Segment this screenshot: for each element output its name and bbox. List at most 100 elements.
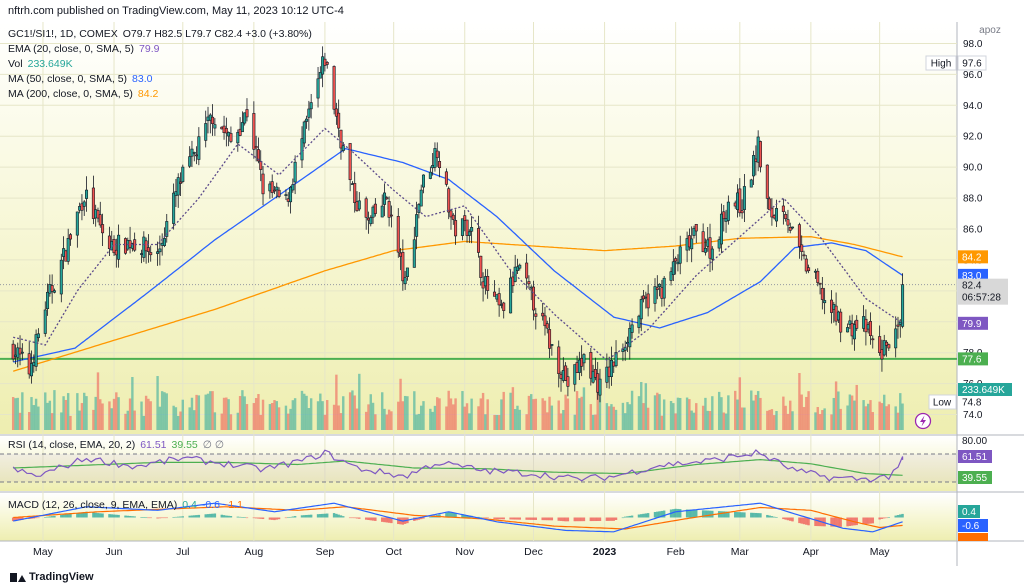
- volume-bar: [321, 401, 324, 430]
- candle-body: [609, 359, 613, 377]
- volume-bar: [222, 397, 226, 430]
- candle-body: [848, 320, 852, 325]
- volume-bar: [422, 401, 425, 430]
- macd-hist-bar: [222, 515, 226, 518]
- volume-bar: [468, 413, 471, 430]
- volume-bar: [724, 413, 728, 430]
- candle-body: [401, 251, 405, 282]
- ma50-line: [13, 147, 903, 363]
- volume-bar: [101, 403, 104, 430]
- volume-bar: [734, 390, 737, 430]
- volume-bar: [624, 413, 627, 430]
- volume-bar: [546, 412, 549, 430]
- volume-bar: [846, 405, 849, 430]
- candle-body: [896, 324, 900, 327]
- macd-hist-bar: [846, 517, 849, 527]
- macd-hist-bar: [209, 513, 212, 518]
- volume-bar: [374, 414, 377, 430]
- macd-hist-bar: [96, 513, 100, 518]
- macd-hist-bar: [548, 517, 551, 521]
- candle-body: [59, 259, 63, 295]
- volume-bar: [653, 395, 657, 430]
- candle-body: [786, 219, 790, 226]
- macd-hist-bar: [50, 516, 54, 518]
- candle-body: [179, 181, 183, 184]
- volume-bar: [131, 377, 134, 430]
- volume-bar: [559, 413, 563, 430]
- candle-body: [353, 183, 357, 203]
- volume-bar: [708, 411, 712, 430]
- macd-hist-bar: [640, 514, 643, 518]
- candle-body: [165, 221, 169, 237]
- macd-hist-bar: [481, 517, 485, 519]
- volume-bar: [211, 391, 214, 430]
- candle-body: [428, 171, 432, 179]
- candle-body: [701, 231, 705, 253]
- macd-hist-bar: [32, 517, 36, 519]
- candle-body: [846, 327, 850, 333]
- rsi-line: [12, 449, 904, 483]
- candle-body: [254, 146, 258, 149]
- candle-body: [802, 254, 806, 257]
- candle-body: [557, 346, 561, 374]
- ma200-tag-text: 84.2: [962, 252, 982, 263]
- macd-hist-bar: [46, 516, 49, 518]
- volume-bar: [21, 392, 24, 430]
- candle-body: [628, 328, 632, 348]
- candle-body: [674, 258, 678, 262]
- volume-bar: [62, 396, 65, 430]
- volume-bar: [238, 396, 242, 430]
- macd-hist-bar: [885, 517, 888, 519]
- macd-hist-bar: [578, 517, 581, 522]
- macd-hist-bar: [99, 513, 102, 518]
- macd-hist-bar: [605, 517, 609, 521]
- macd-hist-bar: [284, 517, 288, 519]
- candle-body: [403, 277, 407, 285]
- tradingview-footer: TradingView: [0, 566, 1024, 588]
- macd-hist-bar: [589, 517, 593, 522]
- candle-body: [818, 282, 822, 285]
- macd-hist-bar: [477, 516, 480, 518]
- alert-icon[interactable]: [914, 412, 932, 430]
- volume-bar: [711, 396, 714, 430]
- volume-bar: [461, 391, 464, 430]
- volume-bar: [564, 394, 567, 430]
- volume-bar: [429, 408, 432, 430]
- macd-hist-bar: [64, 514, 68, 518]
- volume-bar: [562, 409, 565, 430]
- volume-bar: [163, 392, 166, 430]
- volume-bar: [800, 394, 803, 430]
- volume-bar: [899, 393, 902, 430]
- candle-body: [614, 352, 618, 367]
- candle-body: [623, 347, 627, 351]
- macd-hist-bar: [37, 517, 40, 519]
- macd-hist-bar: [532, 517, 535, 520]
- candle-body: [598, 378, 602, 396]
- candle-body: [823, 300, 827, 304]
- macd-hist-bar: [754, 512, 758, 518]
- volume-bar: [34, 398, 38, 430]
- candle-body: [224, 128, 228, 134]
- price-tick-label: 94.0: [963, 101, 983, 112]
- volume-bar: [337, 405, 340, 430]
- volume-bar: [83, 392, 86, 430]
- volume-bar: [326, 400, 329, 430]
- volume-bar: [140, 401, 143, 430]
- candle-body: [293, 161, 297, 183]
- candle-body: [192, 152, 196, 154]
- volume-bar: [864, 406, 868, 430]
- macd-hist-bar: [174, 516, 178, 518]
- volume-bar: [646, 407, 650, 430]
- volume-bar: [110, 408, 113, 430]
- time-axis-label: Sep: [316, 546, 335, 558]
- macd-line: [13, 502, 903, 533]
- macd-hist-bar: [823, 517, 826, 527]
- macd-hist-bar: [16, 517, 19, 521]
- macd-hist-bar: [591, 517, 595, 522]
- volume-bar: [371, 402, 375, 430]
- volume-bar: [497, 415, 501, 430]
- volume-bar: [894, 406, 897, 430]
- volume-bar: [766, 410, 769, 430]
- macd-hist-bar: [447, 512, 450, 518]
- macd-hist-bar: [880, 517, 884, 519]
